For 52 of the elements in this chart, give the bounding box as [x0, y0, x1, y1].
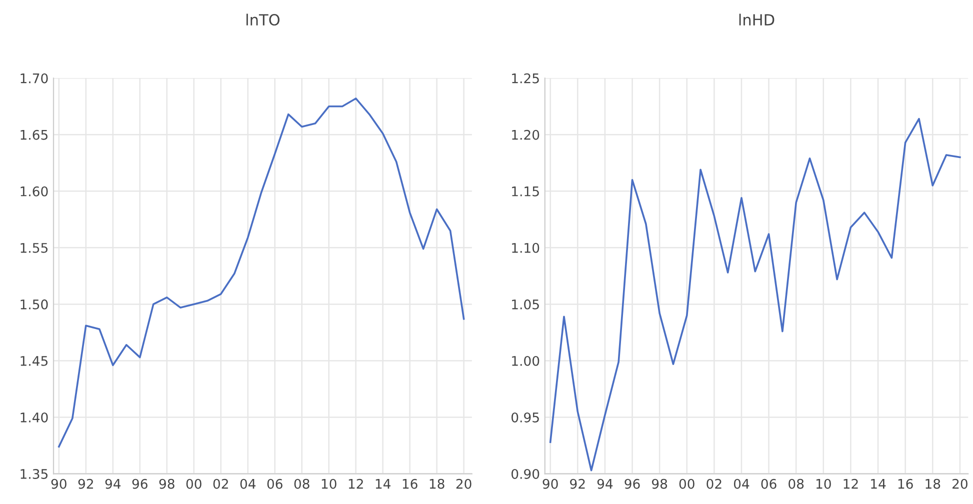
x-tick-label: 04	[734, 478, 750, 489]
y-tick-label: 1.15	[512, 186, 539, 196]
x-tick-label: 16	[402, 478, 418, 489]
x-tick-label: 08	[788, 478, 804, 489]
y-tick-label: 0.95	[512, 412, 539, 422]
x-tick-label: 98	[652, 478, 668, 489]
x-tick-label: 96	[624, 478, 640, 489]
y-tick-label: 1.45	[20, 356, 48, 366]
x-tick-label: 14	[376, 479, 390, 489]
line-series	[58, 98, 465, 448]
y-tick-label: 1.05	[512, 299, 539, 310]
x-tick-label: 94	[597, 478, 613, 489]
x-tick-label: 20	[456, 478, 472, 489]
x-tick-label: 02	[213, 478, 228, 489]
x-tick-label: 00	[679, 478, 694, 489]
y-tick-label: 0.90	[512, 468, 540, 479]
y-tick-label: 1.20	[512, 130, 540, 140]
chart-title: lnHD	[739, 14, 774, 26]
x-tick-label: 00	[186, 478, 202, 489]
x-tick-label: 16	[898, 478, 913, 489]
x-tick-label: 14	[871, 479, 886, 489]
x-tick-label: 96	[132, 478, 148, 489]
x-tick-label: 92	[78, 478, 93, 489]
y-tick-label: 1.35	[20, 468, 48, 479]
x-tick-label: 92	[570, 478, 585, 489]
y-tick-label: 1.25	[512, 73, 539, 84]
x-tick-label: 10	[816, 478, 831, 489]
y-tick-label: 1.70	[20, 73, 48, 84]
x-tick-label: 06	[761, 478, 776, 489]
x-tick-label: 08	[294, 478, 310, 489]
y-tick-label: 1.65	[20, 130, 48, 140]
x-tick-label: 06	[267, 478, 282, 489]
line-series	[549, 118, 961, 472]
x-tick-label: 90	[51, 478, 66, 489]
x-tick-label: 94	[105, 478, 121, 489]
x-tick-label: 02	[706, 478, 722, 489]
x-tick-label: 12	[348, 478, 363, 489]
x-tick-label: 04	[240, 478, 256, 489]
x-tick-label: 18	[926, 478, 940, 489]
y-tick-label: 1.55	[20, 243, 48, 253]
x-tick-label: 98	[159, 478, 174, 489]
chart-title: lnTO	[246, 14, 280, 26]
y-tick-label: 1.60	[20, 186, 48, 196]
x-tick-label: 90	[542, 478, 558, 489]
y-tick-label: 1.00	[512, 356, 540, 366]
x-tick-label: 18	[430, 478, 444, 489]
x-tick-label: 12	[844, 478, 858, 489]
y-tick-label: 1.50	[20, 299, 48, 310]
y-tick-label: 1.10	[512, 242, 540, 253]
x-tick-label: 10	[322, 478, 336, 489]
x-tick-label: 20	[952, 478, 968, 489]
y-tick-label: 1.40	[20, 412, 48, 422]
